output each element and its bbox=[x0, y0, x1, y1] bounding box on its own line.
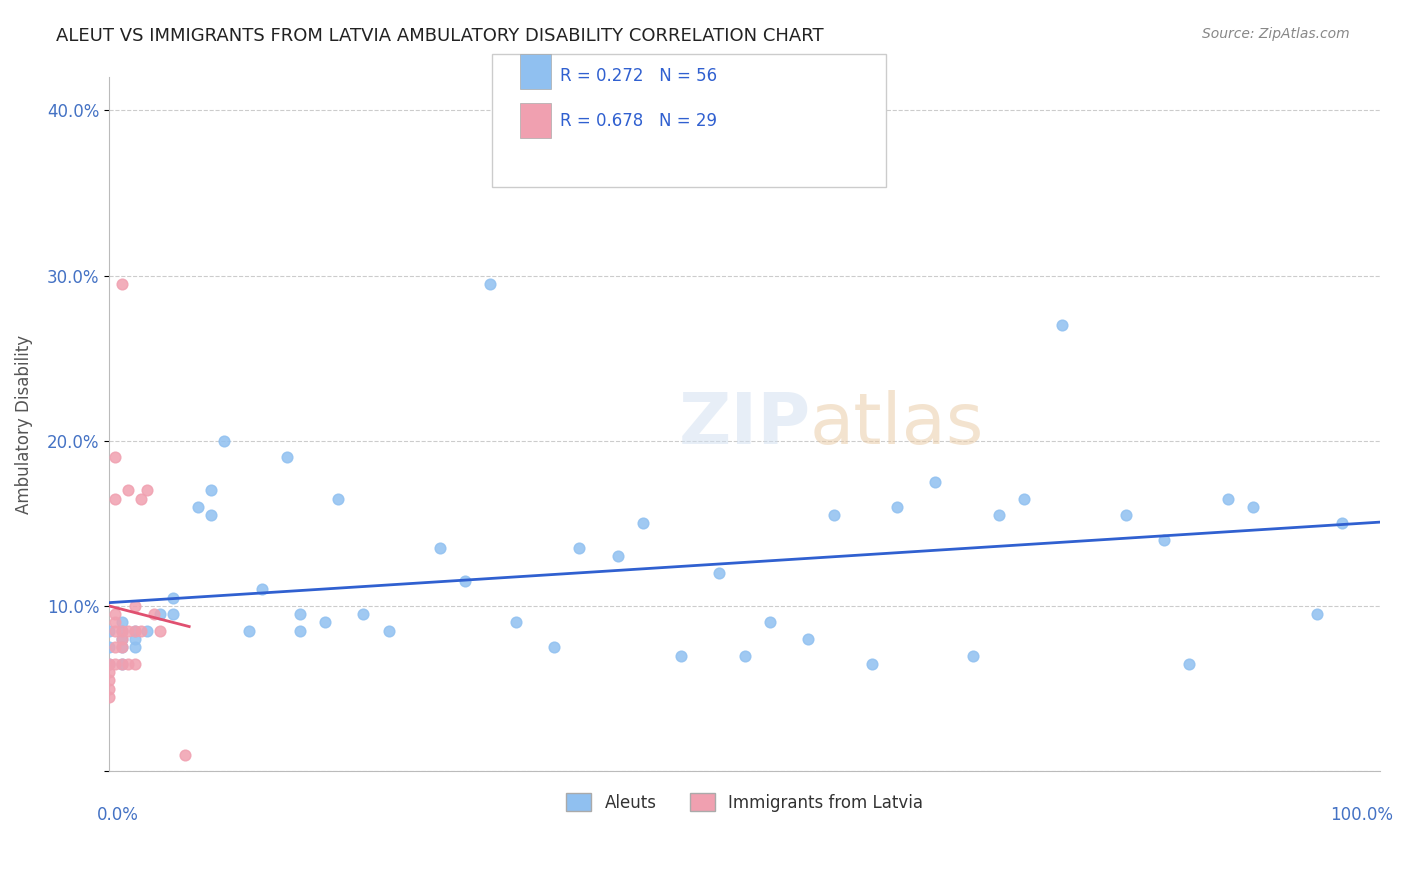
Point bbox=[288, 624, 311, 638]
Point bbox=[860, 657, 883, 671]
Point bbox=[111, 657, 134, 671]
Point bbox=[568, 541, 591, 556]
Text: atlas: atlas bbox=[810, 390, 984, 458]
Point bbox=[98, 665, 121, 679]
Text: R = 0.272   N = 56: R = 0.272 N = 56 bbox=[560, 67, 717, 85]
Point bbox=[104, 657, 127, 671]
Point bbox=[111, 632, 134, 646]
Text: Source: ZipAtlas.com: Source: ZipAtlas.com bbox=[1202, 27, 1350, 41]
Point bbox=[104, 450, 127, 465]
Point bbox=[734, 648, 756, 663]
Point bbox=[1241, 500, 1264, 514]
Point bbox=[124, 599, 146, 613]
Point bbox=[104, 491, 127, 506]
Point bbox=[111, 640, 134, 655]
Point bbox=[454, 574, 477, 589]
Point bbox=[886, 500, 908, 514]
Text: 100.0%: 100.0% bbox=[1330, 805, 1393, 824]
Point bbox=[98, 640, 121, 655]
Point bbox=[479, 277, 502, 291]
Text: ZIP: ZIP bbox=[679, 390, 811, 458]
Point bbox=[174, 747, 197, 762]
Point bbox=[111, 624, 134, 638]
Point bbox=[104, 615, 127, 630]
Point bbox=[797, 632, 820, 646]
Point bbox=[759, 615, 782, 630]
Point bbox=[326, 491, 349, 506]
Y-axis label: Ambulatory Disability: Ambulatory Disability bbox=[15, 334, 32, 514]
Point bbox=[117, 624, 139, 638]
Point bbox=[314, 615, 336, 630]
Point bbox=[104, 640, 127, 655]
Point bbox=[505, 615, 527, 630]
Point bbox=[1153, 533, 1175, 547]
Point bbox=[1305, 607, 1327, 622]
Point bbox=[111, 657, 134, 671]
Point bbox=[124, 640, 146, 655]
Point bbox=[1012, 491, 1035, 506]
Point bbox=[709, 566, 731, 580]
Point bbox=[111, 615, 134, 630]
Point bbox=[136, 624, 159, 638]
Point bbox=[1330, 516, 1353, 531]
Point bbox=[1216, 491, 1239, 506]
Point bbox=[823, 508, 845, 523]
Point bbox=[200, 483, 222, 498]
Point bbox=[606, 549, 628, 564]
Point bbox=[98, 681, 121, 696]
Point bbox=[987, 508, 1010, 523]
Point bbox=[276, 450, 298, 465]
Point bbox=[1052, 318, 1074, 333]
Legend: Aleuts, Immigrants from Latvia: Aleuts, Immigrants from Latvia bbox=[560, 787, 929, 818]
Point bbox=[1115, 508, 1137, 523]
Point bbox=[124, 624, 146, 638]
Point bbox=[124, 657, 146, 671]
Point bbox=[429, 541, 451, 556]
Point bbox=[129, 491, 152, 506]
Point bbox=[142, 607, 165, 622]
Point bbox=[98, 673, 121, 688]
Point bbox=[111, 640, 134, 655]
Point bbox=[149, 607, 172, 622]
Point bbox=[200, 508, 222, 523]
Point bbox=[111, 277, 134, 291]
Point bbox=[1178, 657, 1201, 671]
Point bbox=[129, 624, 152, 638]
Point bbox=[162, 591, 184, 605]
Point bbox=[962, 648, 984, 663]
Point bbox=[631, 516, 654, 531]
Point bbox=[187, 500, 209, 514]
Point bbox=[162, 607, 184, 622]
Point bbox=[136, 483, 159, 498]
Point bbox=[104, 624, 127, 638]
Point bbox=[669, 648, 692, 663]
Point bbox=[543, 640, 565, 655]
Text: 0.0%: 0.0% bbox=[97, 805, 138, 824]
Point bbox=[238, 624, 260, 638]
Point bbox=[117, 483, 139, 498]
Point bbox=[377, 624, 399, 638]
Point bbox=[117, 657, 139, 671]
Point bbox=[98, 624, 121, 638]
Point bbox=[124, 632, 146, 646]
Point bbox=[924, 475, 946, 489]
Point bbox=[212, 434, 235, 448]
Text: R = 0.678   N = 29: R = 0.678 N = 29 bbox=[560, 112, 717, 129]
Point bbox=[98, 657, 121, 671]
Point bbox=[250, 582, 273, 597]
Point bbox=[352, 607, 374, 622]
Point bbox=[111, 632, 134, 646]
Point bbox=[98, 657, 121, 671]
Point bbox=[149, 624, 172, 638]
Point bbox=[111, 624, 134, 638]
Point bbox=[288, 607, 311, 622]
Text: ALEUT VS IMMIGRANTS FROM LATVIA AMBULATORY DISABILITY CORRELATION CHART: ALEUT VS IMMIGRANTS FROM LATVIA AMBULATO… bbox=[56, 27, 824, 45]
Point bbox=[98, 690, 121, 704]
Point bbox=[124, 624, 146, 638]
Point bbox=[104, 607, 127, 622]
